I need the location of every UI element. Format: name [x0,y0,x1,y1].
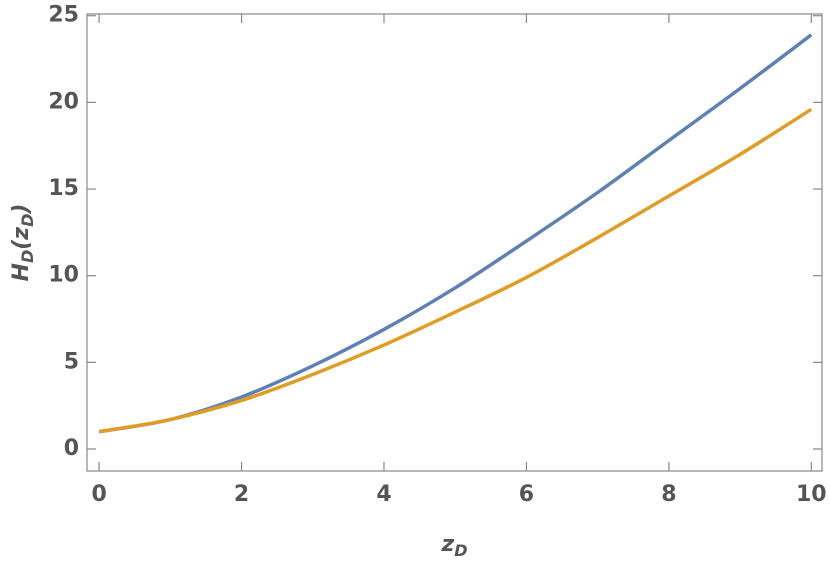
line-series [98,33,813,434]
x-tick-label: 6 [519,482,534,507]
y-tick-label: 20 [48,89,79,114]
x-tick-label: 4 [376,482,391,507]
x-tick-label: 0 [91,482,106,507]
y-axis-label-part: z [9,227,34,241]
y-tick-label: 25 [48,3,79,28]
y-axis-label-part: ) [9,204,34,215]
x-axis-label-part: z [440,532,454,557]
y-tick-label: 10 [48,263,79,288]
plot-frame [86,13,823,472]
y-tick-label: 15 [48,176,79,201]
y-axis-label-part: D [18,214,37,227]
y-axis-label-part: D [18,250,37,263]
x-axis-label-part: D [454,541,467,560]
y-axis-label-part: ( [9,239,34,250]
x-tick-label: 10 [796,482,827,507]
x-tick-label: 8 [661,482,676,507]
x-axis-label: zD [440,532,467,560]
y-axis-label-part: H [9,263,34,281]
y-tick-label: 0 [64,436,79,461]
y-axis-label: HD(zD) [9,204,37,282]
line-series [98,107,813,434]
x-tick-label: 2 [234,482,249,507]
y-tick-label: 5 [64,349,79,374]
